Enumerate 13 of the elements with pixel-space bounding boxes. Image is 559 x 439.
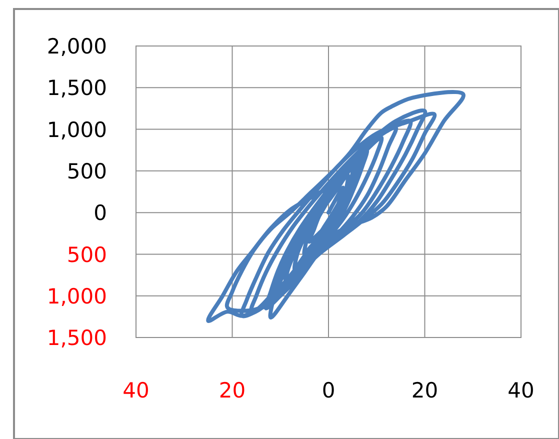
x-tick-label: 0 [322,378,336,402]
y-tick-label: 1,000 [46,118,107,142]
y-tick-label: 2,000 [46,34,107,59]
x-tick-label: 20 [218,378,246,402]
y-tick-label: 1,500 [46,76,107,100]
y-tick-label: 1,500 [46,326,107,350]
x-tick-label: 20 [411,378,438,402]
x-tick-label: 40 [508,378,534,402]
y-tick-label: 0 [94,201,107,226]
y-tick-label: 1,000 [46,284,107,308]
y-tick-label: 500 [66,242,107,267]
x-tick-label: 40 [122,378,150,402]
y-tick-label: 500 [66,159,107,184]
